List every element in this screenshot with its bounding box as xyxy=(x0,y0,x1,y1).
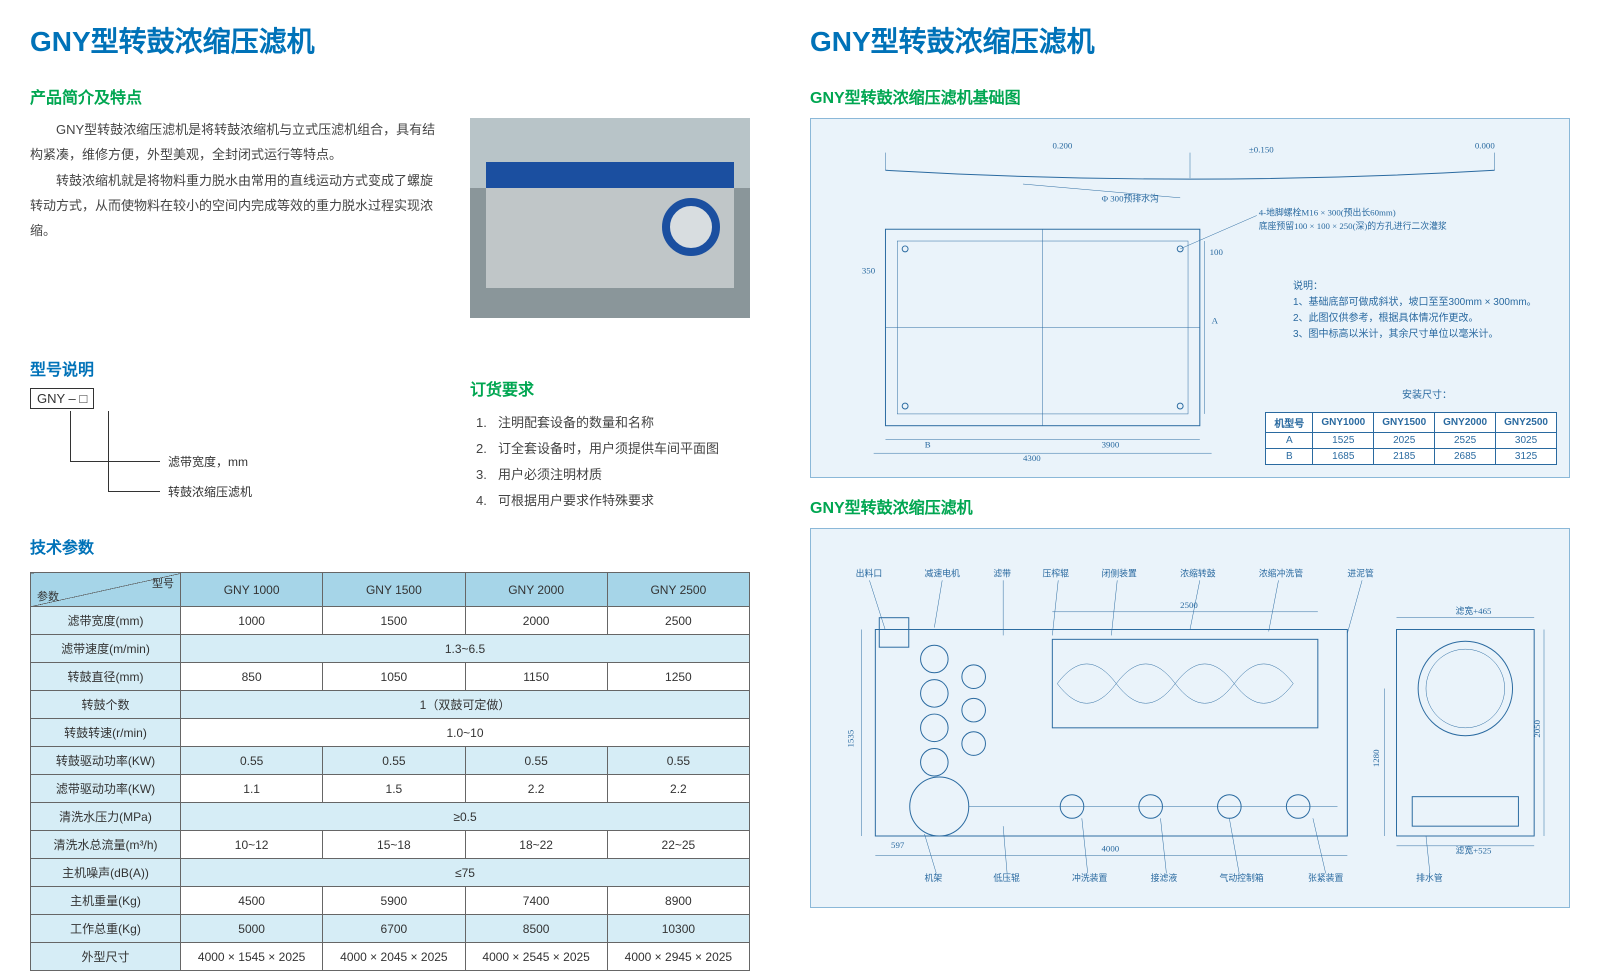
spec-row: 清洗水压力(MPa)≥0.5 xyxy=(31,803,750,831)
spec-heading: 技术参数 xyxy=(30,534,750,558)
spec-row: 主机重量(Kg)4500590074008900 xyxy=(31,887,750,915)
order-item: 3.用户必须注明材质 xyxy=(476,462,750,488)
spec-row: 滤带宽度(mm)1000150020002500 xyxy=(31,607,750,635)
svg-text:1280: 1280 xyxy=(1371,749,1381,767)
svg-text:2500: 2500 xyxy=(1180,600,1198,610)
svg-text:进泥管: 进泥管 xyxy=(1347,567,1374,578)
machine-heading: GNY型转鼓浓缩压滤机 xyxy=(810,494,1570,518)
intro-heading: 产品简介及特点 xyxy=(30,84,750,108)
svg-text:4-地脚螺栓M16 × 300(预出长60mm): 4-地脚螺栓M16 × 300(预出长60mm) xyxy=(1259,206,1396,217)
intro-text: GNY型转鼓浓缩压滤机是将转鼓浓缩机与立式压滤机组合，具有结构紧凑，维修方便，外… xyxy=(30,118,440,318)
svg-text:100: 100 xyxy=(1210,247,1224,257)
svg-text:1535: 1535 xyxy=(846,729,856,747)
svg-text:2050: 2050 xyxy=(1532,719,1542,737)
spec-row: 清洗水总流量(m³/h)10~1215~1818~2222~25 xyxy=(31,831,750,859)
svg-text:浓缩冲洗管: 浓缩冲洗管 xyxy=(1259,567,1303,578)
page-title-right: GNY型转鼓浓缩压滤机 xyxy=(810,20,1570,60)
install-table: 机型号GNY1000GNY1500GNY2000GNY2500A15252025… xyxy=(1265,412,1557,465)
svg-text:滤带: 滤带 xyxy=(993,567,1011,578)
spec-row: 转鼓转速(r/min)1.0~10 xyxy=(31,719,750,747)
svg-text:排水管: 排水管 xyxy=(1416,872,1443,883)
foundation-heading: GNY型转鼓浓缩压滤机基础图 xyxy=(810,84,1570,108)
spec-table: 型号参数GNY 1000GNY 1500GNY 2000GNY 2500 滤带宽… xyxy=(30,572,750,971)
model-label-2: 转鼓浓缩压滤机 xyxy=(168,483,252,500)
foundation-drawing: 0.200 ±0.150 0.000 Φ 300预排水沟 350 100 A B… xyxy=(810,118,1570,478)
svg-text:接滤液: 接滤液 xyxy=(1151,872,1178,883)
machine-drawing: 出料口 减速电机 滤带 压榨辊 闭侧装置 浓缩转鼓 浓缩冲洗管 进泥管 xyxy=(810,528,1570,908)
product-photo xyxy=(470,118,750,318)
svg-text:底座预留100 × 100 × 250(深)的方孔进行二次灌: 底座预留100 × 100 × 250(深)的方孔进行二次灌浆 xyxy=(1259,220,1447,231)
svg-text:0.200: 0.200 xyxy=(1052,141,1072,151)
page-title-left: GNY型转鼓浓缩压滤机 xyxy=(30,20,750,60)
svg-text:张紧装置: 张紧装置 xyxy=(1308,872,1344,883)
svg-text:A: A xyxy=(1212,316,1219,326)
svg-text:闭侧装置: 闭侧装置 xyxy=(1102,567,1138,578)
model-label-1: 滤带宽度，mm xyxy=(168,453,248,470)
svg-text:0.000: 0.000 xyxy=(1475,141,1495,151)
order-heading: 订货要求 xyxy=(470,376,750,400)
order-item: 1.注明配套设备的数量和名称 xyxy=(476,410,750,436)
svg-text:4300: 4300 xyxy=(1023,453,1041,463)
model-heading: 型号说明 xyxy=(30,356,440,380)
svg-text:冲洗装置: 冲洗装置 xyxy=(1072,872,1108,883)
svg-text:浓缩转鼓: 浓缩转鼓 xyxy=(1180,567,1216,578)
order-list: 1.注明配套设备的数量和名称2.订全套设备时，用户须提供车间平面图3.用户必须注… xyxy=(470,410,750,514)
svg-text:滤宽+465: 滤宽+465 xyxy=(1456,605,1493,616)
svg-text:±0.150: ±0.150 xyxy=(1249,145,1274,155)
svg-text:4000: 4000 xyxy=(1102,844,1120,854)
svg-text:低压辊: 低压辊 xyxy=(993,872,1020,883)
svg-text:压榨辊: 压榨辊 xyxy=(1043,567,1070,578)
intro-p2: 转鼓浓缩机就是将物料重力脱水由常用的直线运动方式变成了螺旋转动方式，从而使物料在… xyxy=(30,169,440,243)
foundation-notes: 说明： 1、基础底部可做成斜状，坡口至至300mm × 300mm。 2、此图仅… xyxy=(1293,279,1553,343)
order-item: 4.可根据用户要求作特殊要求 xyxy=(476,488,750,514)
svg-text:机架: 机架 xyxy=(925,872,943,883)
spec-row: 工作总重(Kg)50006700850010300 xyxy=(31,915,750,943)
svg-text:350: 350 xyxy=(862,265,876,275)
svg-text:减速电机: 减速电机 xyxy=(925,567,961,578)
svg-text:气动控制箱: 气动控制箱 xyxy=(1220,872,1264,883)
spec-row: 滤带速度(m/min)1.3~6.5 xyxy=(31,635,750,663)
spec-row: 主机噪声(dB(A))≤75 xyxy=(31,859,750,887)
svg-text:B: B xyxy=(925,439,931,449)
spec-row: 滤带驱动功率(KW)1.11.52.22.2 xyxy=(31,775,750,803)
svg-text:3900: 3900 xyxy=(1102,439,1120,449)
svg-text:出料口: 出料口 xyxy=(856,567,883,578)
svg-text:Φ 300预排水沟: Φ 300预排水沟 xyxy=(1102,193,1159,204)
install-caption: 安装尺寸： xyxy=(1297,386,1557,401)
model-code: GNY – □ xyxy=(30,388,94,409)
intro-p1: GNY型转鼓浓缩压滤机是将转鼓浓缩机与立式压滤机组合，具有结构紧凑，维修方便，外… xyxy=(30,118,440,167)
order-item: 2.订全套设备时，用户须提供车间平面图 xyxy=(476,436,750,462)
svg-text:滤宽+525: 滤宽+525 xyxy=(1456,845,1493,856)
spec-row: 转鼓个数1（双鼓可定做） xyxy=(31,691,750,719)
spec-row: 转鼓直径(mm)850105011501250 xyxy=(31,663,750,691)
spec-row: 转鼓驱动功率(KW)0.550.550.550.55 xyxy=(31,747,750,775)
svg-text:597: 597 xyxy=(891,840,905,850)
